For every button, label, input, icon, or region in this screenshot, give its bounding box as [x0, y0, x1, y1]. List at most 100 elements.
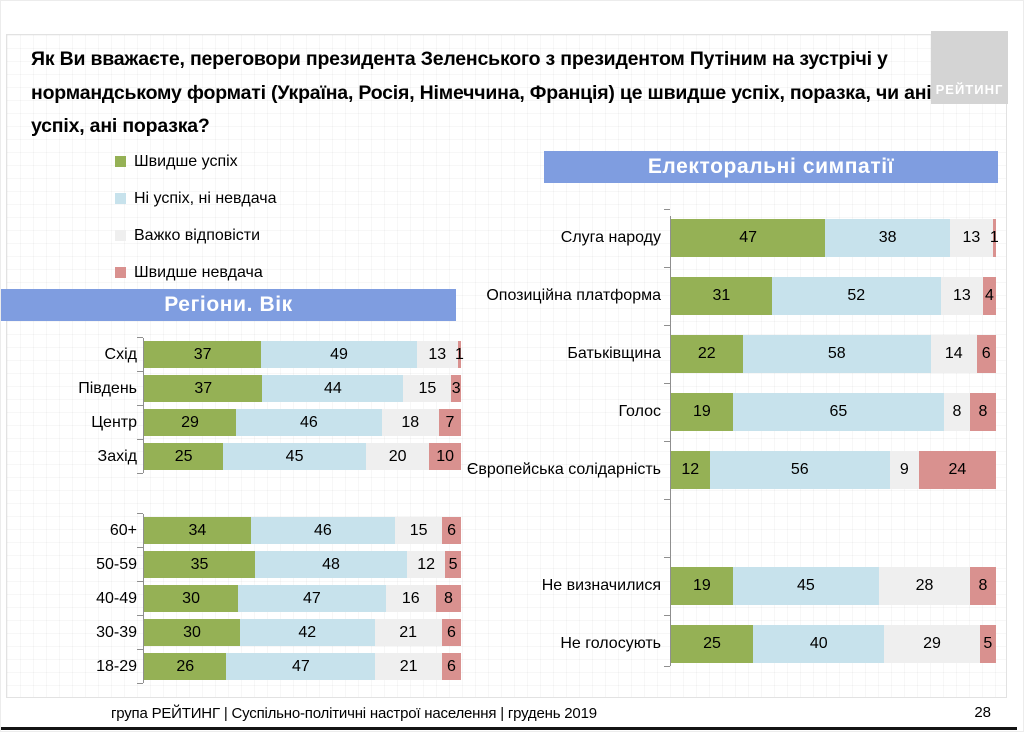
- category-label: 60+: [109, 521, 137, 539]
- bar-value: 30: [183, 623, 201, 641]
- bar-value: 44: [324, 379, 342, 397]
- bar-segment-failure: 8: [435, 585, 461, 612]
- category-label: 40-49: [96, 589, 137, 607]
- bar-value: 14: [944, 345, 963, 362]
- bar-segment-success: 29: [144, 409, 236, 436]
- bar-value: 15: [418, 379, 437, 397]
- bar-value: 5: [983, 635, 993, 652]
- bar-segment-hard-to-answer: 14: [931, 335, 977, 373]
- bar-segment-hard-to-answer: 21: [374, 619, 442, 646]
- legend-label: Швидше успіх: [134, 152, 238, 170]
- legend-swatch-hard-to-answer: [115, 230, 126, 241]
- bar-value: 7: [445, 413, 455, 431]
- category-label: 50-59: [96, 555, 137, 573]
- bar-value: 47: [303, 589, 321, 607]
- category-label: [489, 509, 661, 547]
- bar-value: 28: [915, 577, 934, 594]
- bar-value: 37: [193, 345, 212, 363]
- bar-value: 29: [181, 413, 199, 431]
- bar-segment-hard-to-answer: 18: [381, 409, 439, 436]
- chart-row: Південь 37 44 15 3: [31, 371, 461, 402]
- bar-segment-success: 25: [144, 443, 224, 470]
- bar-value: 40: [809, 635, 828, 652]
- bar-segment-success: 34: [144, 517, 251, 544]
- category-label: 18-29: [96, 657, 137, 675]
- bar-value: 37: [194, 379, 213, 397]
- bar-segment-neither: 45: [223, 443, 366, 470]
- stacked-bar: 22 58 14 6: [671, 335, 996, 373]
- bar-value: 21: [399, 623, 418, 641]
- bar-value: 6: [447, 521, 457, 539]
- bar-segment-failure: 3: [451, 375, 461, 402]
- bar-segment-success: 37: [144, 375, 263, 402]
- chart-row: Опозиційна платформа 31 52 13 4: [486, 267, 996, 315]
- bar-value: 16: [401, 589, 420, 607]
- chart-row: 30-39 30 42 21 6: [31, 615, 462, 646]
- bar-value: 1: [454, 345, 464, 363]
- bar-value: 35: [190, 555, 209, 573]
- rating-logo-text: РЕЙТИНГ: [935, 82, 1004, 97]
- stacked-bar: 37 44 15 3: [144, 375, 461, 402]
- bar-segment-failure: 1: [454, 341, 464, 368]
- bar-segment-hard-to-answer: 28: [879, 567, 970, 605]
- stacked-bar: 12 56 9 24: [671, 451, 996, 489]
- bar-value: 6: [981, 345, 991, 362]
- legend-item-neither: Ні успіх, ні невдача: [115, 187, 277, 210]
- bar-segment-success: 30: [144, 619, 241, 646]
- bar-segment-hard-to-answer: 13: [940, 277, 983, 315]
- category-label: Європейська солідарність: [466, 461, 661, 478]
- chart-row: 18-29 26 47 21 6: [31, 649, 461, 680]
- bar-segment-success: 19: [671, 393, 733, 431]
- slide-title: Як Ви вважаєте, переговори президента Зе…: [31, 48, 932, 137]
- stacked-bar: 30 47 16 8: [144, 585, 461, 612]
- bar-value: 45: [285, 447, 304, 465]
- bar-value: 9: [899, 461, 909, 478]
- stacked-bar: 26 47 21 6: [144, 653, 461, 680]
- bar-value: 8: [978, 403, 988, 420]
- stacked-bar: 19 65 8 8: [671, 393, 996, 431]
- bar-value: 46: [314, 521, 332, 539]
- bar-segment-failure: 5: [979, 625, 997, 663]
- bar-segment-success: 31: [671, 277, 772, 315]
- bar-value: 56: [790, 461, 809, 478]
- chart-row: Схід 37 49 13 1: [31, 337, 464, 368]
- bar-segment-success: 19: [671, 567, 733, 605]
- bar-segment-failure: 24: [918, 451, 996, 489]
- bar-segment-failure: 6: [441, 619, 462, 646]
- electoral-sympathies-chart: Слуга народу 47 38 13 1 Опозиційна платформа 3…: [466, 209, 999, 667]
- bar-segment-hard-to-answer: 8: [944, 393, 970, 431]
- bar-value: 4: [985, 287, 994, 304]
- bar-value: 13: [952, 287, 971, 304]
- bar-value: 47: [292, 657, 310, 675]
- stacked-bar: 47 38 13 1: [671, 219, 999, 257]
- bar-segment-success: 25: [671, 625, 754, 663]
- bar-segment-hard-to-answer: 15: [395, 517, 443, 544]
- category-label: Опозиційна платформа: [486, 287, 661, 304]
- category-label: Центр: [91, 413, 137, 431]
- bar-value: 22: [697, 345, 716, 362]
- bar-segment-neither: 44: [262, 375, 404, 402]
- chart-row: Захід 25 45 20 10: [31, 439, 462, 470]
- bar-value: 8: [952, 403, 962, 420]
- bar-segment-failure: 5: [445, 551, 461, 578]
- bar-segment-neither: 45: [732, 567, 879, 605]
- bar-segment-neither: 38: [825, 219, 951, 257]
- bar-value: 12: [681, 461, 700, 478]
- bar-segment-success: 22: [671, 335, 743, 373]
- bar-segment-failure: 6: [442, 517, 461, 544]
- bar-value: 25: [703, 635, 721, 652]
- section-header-electoral: Електоральні симпатії: [544, 151, 998, 183]
- bar-value: 13: [428, 345, 447, 363]
- bar-segment-hard-to-answer: 20: [365, 443, 430, 470]
- bar-value: 10: [436, 447, 455, 465]
- category-label: Батьківщина: [567, 345, 661, 362]
- chart-row: 60+ 34 46 15 6: [31, 513, 461, 544]
- bar-value: 30: [182, 589, 200, 607]
- bar-segment-failure: 4: [983, 277, 996, 315]
- bar-segment-neither: 46: [235, 409, 382, 436]
- bar-value: 45: [796, 577, 815, 594]
- chart-row: Голос 19 65 8 8: [489, 383, 996, 431]
- bar-segment-neither: 40: [753, 625, 885, 663]
- category-label: Не голосують: [560, 635, 661, 652]
